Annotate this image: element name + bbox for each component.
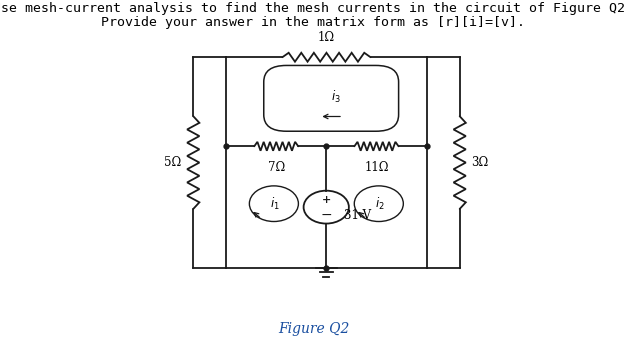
Text: Figure Q2: Figure Q2 [278, 322, 349, 336]
Text: 31 V: 31 V [344, 209, 371, 222]
Text: Use mesh-current analysis to find the mesh currents in the circuit of Figure Q2.: Use mesh-current analysis to find the me… [0, 2, 627, 15]
Text: 11Ω: 11Ω [364, 161, 389, 174]
Text: 3Ω: 3Ω [472, 156, 488, 169]
Text: Provide your answer in the matrix form as [r][i]=[v].: Provide your answer in the matrix form a… [102, 16, 525, 29]
Text: 1Ω: 1Ω [318, 31, 335, 44]
Text: −: − [320, 207, 332, 222]
Text: 7Ω: 7Ω [268, 161, 285, 174]
Text: $i_1$: $i_1$ [270, 196, 280, 212]
Text: +: + [322, 194, 331, 205]
Text: 5Ω: 5Ω [164, 156, 181, 169]
Text: $i_2$: $i_2$ [375, 196, 384, 212]
Text: $i_3$: $i_3$ [331, 88, 341, 105]
